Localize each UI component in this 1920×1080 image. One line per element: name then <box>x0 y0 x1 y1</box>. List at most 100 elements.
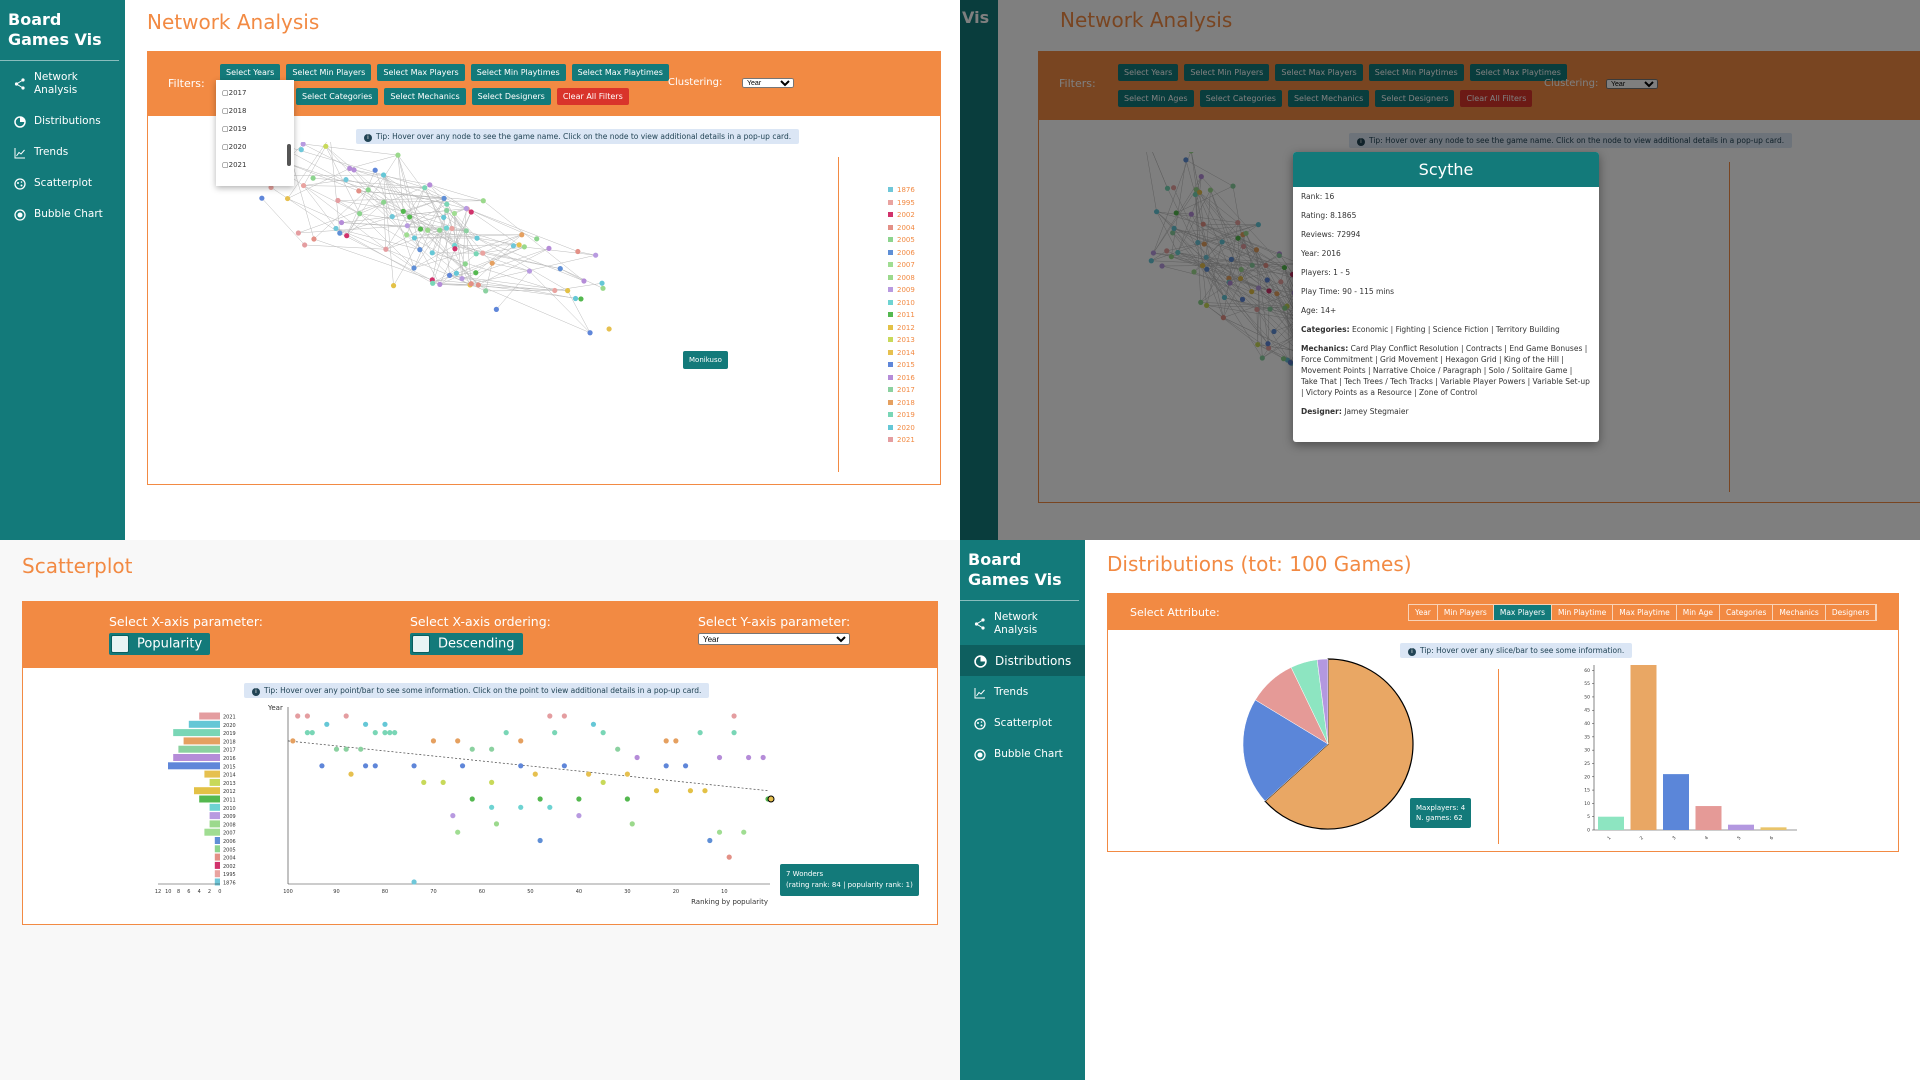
scatter-point[interactable] <box>372 763 378 769</box>
y-param-select[interactable]: Year <box>698 633 850 645</box>
scatter-point[interactable] <box>682 763 689 769</box>
network-node[interactable] <box>395 152 401 158</box>
scatter-point[interactable] <box>348 771 354 777</box>
select-years-button[interactable]: Select Years <box>220 64 281 81</box>
scatter-point[interactable] <box>600 730 606 736</box>
scatter-point[interactable] <box>653 788 660 794</box>
year-count-bar[interactable] <box>214 853 220 861</box>
scatter-point[interactable] <box>343 713 349 719</box>
year-count-bar[interactable] <box>209 812 220 820</box>
clear-filters-button[interactable]: Clear All Filters <box>556 88 629 105</box>
scatter-point[interactable] <box>362 721 369 727</box>
year-count-bar[interactable] <box>173 729 220 737</box>
network-node[interactable] <box>463 205 469 212</box>
network-node[interactable] <box>480 198 486 204</box>
distribution-bar[interactable] <box>1663 774 1689 830</box>
network-node[interactable] <box>310 175 316 181</box>
year-option[interactable]: ▢2018 <box>222 107 247 115</box>
scatter-point[interactable] <box>450 813 456 819</box>
scatter-point[interactable] <box>455 738 461 744</box>
network-node[interactable] <box>422 185 428 191</box>
scatter-point[interactable] <box>469 796 475 802</box>
scatter-point[interactable] <box>295 713 301 719</box>
tab-max-players[interactable]: Max Players <box>1493 605 1552 620</box>
network-node[interactable] <box>451 210 458 217</box>
select-designers-button[interactable]: Select Designers <box>471 88 551 105</box>
network-node[interactable] <box>300 142 306 147</box>
scatter-point[interactable] <box>333 746 340 752</box>
select-max-players-button[interactable]: Select Max Players <box>377 64 465 81</box>
network-node[interactable] <box>600 285 606 291</box>
scatter-point[interactable] <box>489 746 495 752</box>
scatter-point[interactable] <box>590 721 597 727</box>
tab-max-playtime[interactable]: Max Playtime <box>1613 605 1677 620</box>
network-node[interactable] <box>449 225 455 232</box>
sidebar-item-distributions[interactable]: Distributions <box>0 105 125 136</box>
network-node[interactable] <box>521 244 527 250</box>
network-node[interactable] <box>284 195 291 202</box>
scatter-point[interactable] <box>702 788 708 794</box>
scatter-point[interactable] <box>382 721 388 727</box>
clustering-select[interactable]: Year <box>742 78 794 88</box>
network-node[interactable] <box>606 326 612 332</box>
scatter-point[interactable] <box>440 779 446 785</box>
network-node[interactable] <box>302 242 308 248</box>
network-node[interactable] <box>437 281 443 287</box>
network-node[interactable] <box>452 246 458 252</box>
tab-year[interactable]: Year <box>1409 605 1438 620</box>
scatter-point[interactable] <box>576 813 582 819</box>
network-graph[interactable] <box>148 142 848 482</box>
scatter-point[interactable] <box>731 730 737 736</box>
network-node[interactable] <box>400 208 406 214</box>
network-node[interactable] <box>516 242 522 248</box>
sidebar-item-bubble[interactable]: Bubble Chart <box>960 738 1085 769</box>
scatter-point[interactable] <box>489 779 495 785</box>
network-node[interactable] <box>380 172 387 178</box>
checkbox[interactable] <box>412 635 430 653</box>
scatter-point[interactable] <box>600 779 606 785</box>
year-count-bar[interactable] <box>209 778 220 786</box>
scatter-point[interactable] <box>741 829 747 835</box>
network-node[interactable] <box>480 250 486 256</box>
network-node[interactable] <box>473 270 479 276</box>
scatter-point[interactable] <box>532 771 538 777</box>
sidebar-item-bubble[interactable]: Bubble Chart <box>0 198 125 229</box>
tab-min-age[interactable]: Min Age <box>1677 605 1720 620</box>
year-count-bar[interactable] <box>199 795 220 803</box>
select-categories-button[interactable]: Select Categories <box>296 88 379 105</box>
distribution-bar[interactable] <box>1728 824 1754 830</box>
select-min-players-button[interactable]: Select Min Players <box>286 64 372 81</box>
year-option[interactable]: ▢2019 <box>222 125 247 133</box>
network-node[interactable] <box>557 266 563 272</box>
year-count-bar[interactable] <box>183 737 220 745</box>
scatter-point[interactable] <box>716 829 723 835</box>
network-node[interactable] <box>437 227 443 233</box>
scatter-point[interactable] <box>455 829 461 835</box>
network-node[interactable] <box>344 233 350 239</box>
network-node[interactable] <box>430 280 436 286</box>
sidebar-item-scatterplot[interactable]: Scatterplot <box>0 167 125 198</box>
year-count-bar[interactable] <box>209 820 220 828</box>
distribution-bar[interactable] <box>1630 665 1657 830</box>
network-node[interactable] <box>552 287 558 294</box>
network-node[interactable] <box>581 278 587 284</box>
scatter-point[interactable] <box>547 713 553 719</box>
scatter-point[interactable] <box>493 821 500 827</box>
network-node[interactable] <box>575 248 581 255</box>
network-node[interactable] <box>441 214 447 220</box>
distribution-bar[interactable] <box>1760 827 1787 830</box>
sidebar-item-network[interactable]: Network Analysis <box>0 61 125 105</box>
network-node[interactable] <box>404 232 410 238</box>
scatter-point[interactable] <box>716 754 723 761</box>
network-node[interactable] <box>411 265 417 271</box>
distribution-bar[interactable] <box>1598 816 1624 830</box>
scatter-point[interactable] <box>561 713 567 719</box>
network-node[interactable] <box>259 195 265 201</box>
scatter-point[interactable] <box>469 746 475 752</box>
scatter-point[interactable] <box>304 713 310 719</box>
pie-slice[interactable] <box>1316 658 1329 745</box>
network-node[interactable] <box>510 243 517 249</box>
scatter-point[interactable] <box>411 763 417 769</box>
scatter-point[interactable] <box>547 804 553 810</box>
